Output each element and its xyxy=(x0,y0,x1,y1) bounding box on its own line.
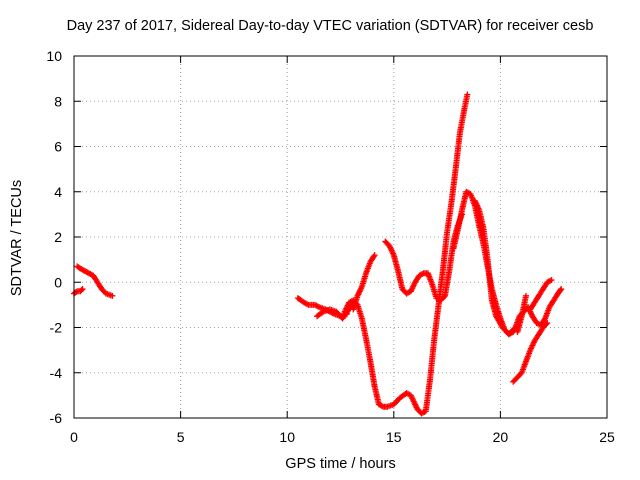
x-tick-label: 15 xyxy=(386,429,402,445)
data-point-marker xyxy=(548,276,555,283)
x-tick-label: 0 xyxy=(70,429,78,445)
chart-title: Day 237 of 2017, Sidereal Day-to-day VTE… xyxy=(66,18,594,34)
y-tick-label: 8 xyxy=(54,93,62,109)
data-point-marker xyxy=(109,292,116,299)
data-point-marker xyxy=(544,319,551,326)
x-tick-label: 10 xyxy=(279,429,295,445)
grid xyxy=(74,56,607,418)
y-tick-label: 10 xyxy=(46,48,62,64)
y-tick-label: 4 xyxy=(54,184,62,200)
data-point-marker xyxy=(522,292,529,299)
y-tick-label: 2 xyxy=(54,229,62,245)
x-tick-label: 20 xyxy=(493,429,509,445)
x-tick-label: 5 xyxy=(177,429,185,445)
plot-frame xyxy=(73,55,608,419)
y-tick-label: -2 xyxy=(50,320,63,336)
x-tick-label: 25 xyxy=(599,429,615,445)
data-point-marker xyxy=(558,286,565,293)
y-tick-label: -6 xyxy=(50,410,63,426)
data-series xyxy=(71,91,565,417)
data-point-marker xyxy=(79,286,86,293)
y-tick-label: -4 xyxy=(50,365,63,381)
data-point-marker xyxy=(78,287,85,294)
x-axis-label: GPS time / hours xyxy=(285,456,396,472)
data-point-marker xyxy=(464,91,471,98)
y-tick-label: 6 xyxy=(54,139,62,155)
data-point-marker xyxy=(371,252,378,259)
data-point-marker xyxy=(543,321,550,328)
data-point-marker xyxy=(557,287,564,294)
y-tick-label: 0 xyxy=(54,274,62,290)
axes: 0 5 10 15 20 25 -6 -4 -2 0 2 4 6 8 10 xyxy=(46,48,615,445)
